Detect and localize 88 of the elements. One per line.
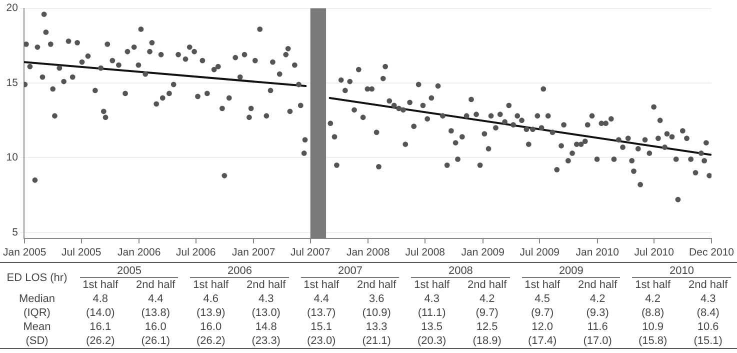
x-tick-label: 2nd half [356,278,398,292]
data-label: (15.1) [692,334,724,348]
text: 2007 [300,265,400,278]
data-label: 16.0 [199,320,223,334]
data-label: (14.0) [85,306,116,320]
data-label: 13.3 [364,320,388,334]
data-label: 4.4 [146,292,164,306]
data-label: (8.8) [640,306,666,320]
text: 2006 [190,265,289,278]
data-label: (23.0) [306,334,337,348]
data-label: 4.8 [92,292,110,306]
data-label: 14.8 [254,320,278,334]
y-tick-label: 20 [6,2,18,14]
x-tick-label: Jul 2005 [62,246,102,259]
data-label: (8.4) [696,306,720,320]
data-label: (23.3) [250,334,282,348]
data-label: (13.0) [250,306,282,320]
x-tick-label: Jul 2009 [520,246,560,259]
data-label: 4.2 [644,292,662,306]
data-label: 4.3 [699,292,717,306]
data-label: 10.6 [696,320,720,334]
data-label: 12.0 [530,320,554,334]
x-tick-label: 2nd half [466,278,508,292]
x-tick-label: 1st half [302,278,340,292]
data-label: (9.3) [585,306,610,320]
data-label: 4.2 [478,292,496,306]
data-label: (21.1) [361,334,392,348]
data-label: (13.8) [140,306,171,320]
x-tick-label: 2nd half [135,278,176,292]
data-label: 4.5 [534,292,551,306]
x-tick-label: Jul 2006 [176,246,216,259]
data-label: (10.9) [361,306,392,320]
x-tick-label: Jul 2008 [405,246,446,259]
x-tick-label: 1st half [413,278,451,292]
data-label: (18.9) [472,334,502,348]
data-label: 4.3 [423,292,440,306]
data-label: 4.3 [257,292,275,306]
data-label: 11.6 [586,320,609,334]
data-label: 16.0 [144,320,168,334]
x-tick-label: Jul 2007 [290,246,330,259]
text: 2010 [632,265,731,278]
data-label: (15.8) [637,334,668,348]
x-tick-label: Jan 2006 [117,246,161,259]
y-axis-title: ED LOS (hr) [6,270,68,286]
x-tick-label: 2nd half [688,278,729,292]
y-tick-label: Median [18,292,56,306]
data-label: 16.1 [88,320,112,334]
data-label: (13.9) [196,306,226,320]
data-label: (17.0) [582,334,613,348]
y-tick-label: 5 [12,226,18,238]
x-tick-label: 1st half [634,278,672,292]
data-label: 4.6 [202,292,220,306]
data-label: (11.1) [416,306,447,320]
data-label: (9.7) [530,306,555,320]
data-label: 12.5 [475,320,499,334]
x-tick-label: Jan 2010 [576,246,620,259]
x-tick-label: 1st half [82,278,120,292]
x-tick-label: Jul 2010 [634,246,674,259]
y-tick-label: (SD) [24,334,50,348]
text: 2009 [522,265,620,278]
x-tick-label: 2nd half [246,278,287,292]
data-label: 10.9 [641,320,665,334]
data-label: (13.7) [306,306,337,320]
x-tick-label: Jan 2005 [3,246,46,259]
x-tick-label: Dec 2010 [689,246,734,259]
data-label: (26.1) [140,334,171,348]
data-label: 3.6 [368,292,386,306]
y-tick-label: 10 [6,152,18,164]
data-label: 15.1 [310,320,334,334]
data-label: 4.2 [588,292,606,306]
y-tick-label: 15 [6,76,18,89]
x-tick-label: Jan 2008 [346,246,390,259]
data-label: (17.4) [526,334,558,348]
y-tick-label: (IQR) [22,306,52,320]
data-label: (20.3) [416,334,448,348]
text: 2005 [80,265,178,278]
data-label: (26.2) [85,334,116,348]
x-tick-label: 1st half [524,278,562,292]
data-label: 4.4 [312,292,330,306]
y-tick-label: Mean [22,320,52,334]
data-label: (9.7) [474,306,500,320]
data-label: (26.2) [196,334,226,348]
data-label: 13.5 [420,320,444,334]
x-tick-label: Jan 2007 [232,246,276,259]
x-tick-label: 2nd half [576,278,618,292]
x-tick-label: 1st half [192,278,230,292]
x-tick-label: Jan 2009 [461,246,505,259]
text: 2008 [411,265,510,278]
